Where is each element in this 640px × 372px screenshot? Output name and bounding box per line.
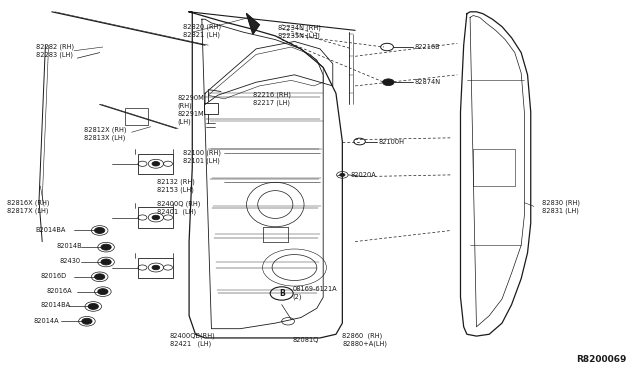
Circle shape <box>383 79 394 86</box>
Text: 82400QB(RH)
82421   (LH): 82400QB(RH) 82421 (LH) <box>170 333 216 347</box>
Text: 82234N (RH)
82235N (LH): 82234N (RH) 82235N (LH) <box>278 25 321 39</box>
Text: 82014BA: 82014BA <box>40 302 70 308</box>
Circle shape <box>152 265 160 270</box>
Text: 82860  (RH)
82880+A(LH): 82860 (RH) 82880+A(LH) <box>342 333 387 347</box>
Circle shape <box>152 215 160 220</box>
Text: 82430: 82430 <box>60 258 81 264</box>
Circle shape <box>95 228 105 234</box>
Text: 82282 (RH)
82283 (LH): 82282 (RH) 82283 (LH) <box>36 44 74 58</box>
Text: 08169-6121A
(2): 08169-6121A (2) <box>292 286 337 301</box>
Circle shape <box>101 259 111 265</box>
Text: B2014BA: B2014BA <box>36 227 66 233</box>
Text: 82132 (RH)
82153 (LH): 82132 (RH) 82153 (LH) <box>157 179 195 193</box>
Circle shape <box>152 161 160 166</box>
Text: 82820 (RH)
82821 (LH): 82820 (RH) 82821 (LH) <box>182 23 221 38</box>
Text: 82014A: 82014A <box>34 318 60 324</box>
Text: 82400Q (RH)
82401  (LH): 82400Q (RH) 82401 (LH) <box>157 201 200 215</box>
Circle shape <box>95 274 105 280</box>
Text: 82081Q: 82081Q <box>292 337 319 343</box>
Text: 82874N: 82874N <box>415 79 440 85</box>
Text: 82812X (RH)
82813X (LH): 82812X (RH) 82813X (LH) <box>84 127 126 141</box>
Text: 82016A: 82016A <box>47 288 72 294</box>
Circle shape <box>340 173 345 176</box>
Circle shape <box>101 244 111 250</box>
Circle shape <box>98 289 108 295</box>
Text: 82290M
(RH)
82291M
(LH): 82290M (RH) 82291M (LH) <box>177 95 204 125</box>
Text: 82816X (RH)
82817X (LH): 82816X (RH) 82817X (LH) <box>7 199 49 214</box>
Circle shape <box>88 304 99 310</box>
Polygon shape <box>246 14 259 34</box>
Text: 82016D: 82016D <box>40 273 67 279</box>
Text: 82100 (RH)
82101 (LH): 82100 (RH) 82101 (LH) <box>182 149 221 164</box>
Text: 82830 (RH)
82831 (LH): 82830 (RH) 82831 (LH) <box>542 199 580 214</box>
Text: 82216 (RH)
82217 (LH): 82216 (RH) 82217 (LH) <box>253 92 291 106</box>
Text: 82100H: 82100H <box>379 138 404 145</box>
Text: 82014B: 82014B <box>56 243 82 249</box>
Text: 82216B: 82216B <box>415 44 440 50</box>
Circle shape <box>82 318 92 324</box>
Text: R8200069: R8200069 <box>576 355 627 364</box>
Text: 82020A: 82020A <box>351 172 376 178</box>
Text: B: B <box>279 289 285 298</box>
